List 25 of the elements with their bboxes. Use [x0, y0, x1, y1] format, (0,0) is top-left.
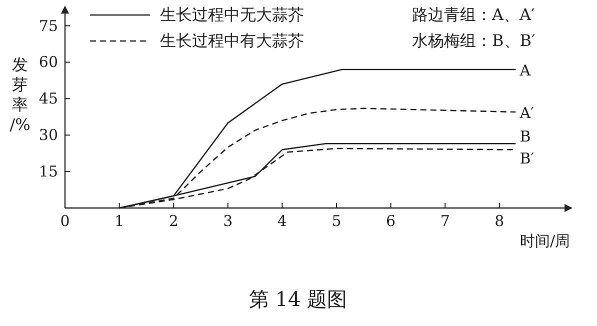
annotation: 路边青组：A、A′	[412, 5, 536, 24]
annotation: 生长过程中有大蒜芥	[160, 31, 304, 50]
x-tick-label: 7	[440, 212, 450, 230]
x-tick-label: 2	[168, 212, 178, 230]
x-tick-label: 8	[494, 212, 504, 230]
x-tick-label: 6	[386, 212, 396, 230]
y-tick-label: 45	[38, 90, 58, 108]
x-tick-label: 4	[277, 212, 287, 230]
y-tick-label: 60	[38, 53, 58, 72]
series-label: B	[520, 128, 531, 146]
annotation: 水杨梅组：B、B′	[412, 31, 536, 50]
x-tick-label: 0	[60, 212, 70, 230]
y-axis-title: 发芽率/%	[10, 55, 30, 134]
x-tick-label: 1	[114, 212, 124, 230]
y-tick-label: 30	[38, 126, 58, 144]
annotation: 生长过程中无大蒜芥	[160, 5, 304, 24]
y-tick-label: 75	[38, 16, 58, 35]
x-tick-label: 5	[332, 212, 342, 230]
y-tick-label: 15	[38, 162, 58, 181]
x-tick-label: 3	[223, 212, 233, 230]
series-label: A	[518, 61, 531, 80]
x-axis-title: 时间/周	[520, 232, 570, 250]
text: 第 14 题图	[248, 287, 348, 311]
series-label: B′	[520, 150, 535, 168]
series-label: A′	[518, 104, 535, 122]
